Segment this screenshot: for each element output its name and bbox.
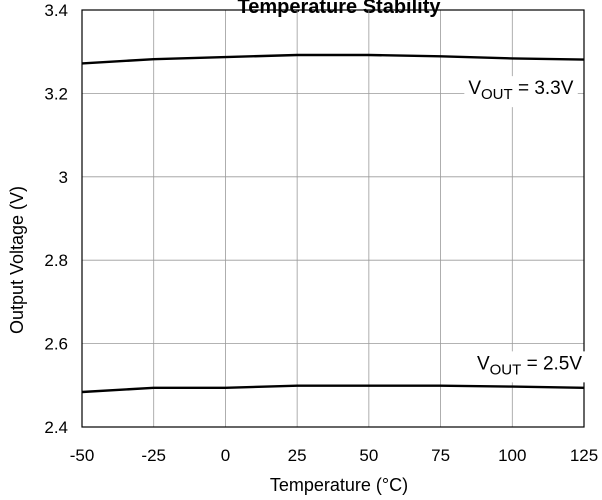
x-tick-label: 125 [570, 446, 598, 465]
x-tick-labels: -50 -25 0 25 50 75 100 125 [70, 446, 598, 465]
chart-title: Temperature Stability [237, 0, 441, 18]
x-tick-label: -50 [70, 446, 95, 465]
annotation-background [472, 351, 587, 383]
annotation-label: VOUT = 2.5V [477, 353, 582, 378]
y-tick-label: 2.8 [44, 251, 68, 270]
y-tick-label: 3 [59, 168, 68, 187]
series-line-2 [81, 384, 585, 394]
x-tick-label: 75 [431, 446, 450, 465]
y-tick-label: 2.6 [44, 335, 68, 354]
y-axis-title: Output Voltage (V) [7, 186, 27, 334]
series-line-1 [81, 53, 585, 65]
x-tick-label: 25 [288, 446, 307, 465]
x-tick-label: -25 [141, 446, 166, 465]
x-tick-label: 0 [221, 446, 230, 465]
x-tick-label: 50 [359, 446, 378, 465]
x-tick-label: 100 [498, 446, 526, 465]
annotation-label: VOUT = 3.3V [468, 78, 573, 103]
series-annotation-2: VOUT = 2.5V [472, 351, 587, 383]
series-annotation-1: VOUT = 3.3V [464, 76, 578, 108]
y-tick-labels: 2.4 2.6 2.8 3 3.2 3.4 [44, 1, 68, 437]
plot-area-frame [81, 9, 585, 428]
x-axis-title: Temperature (°C) [270, 475, 408, 495]
y-tick-label: 3.2 [44, 84, 68, 103]
annotation-background [464, 76, 578, 108]
series-layer [81, 53, 585, 394]
y-tick-label: 2.4 [44, 418, 68, 437]
y-tick-label: 3.4 [44, 1, 68, 20]
annotations: VOUT = 3.3V VOUT = 2.5V [464, 76, 587, 383]
